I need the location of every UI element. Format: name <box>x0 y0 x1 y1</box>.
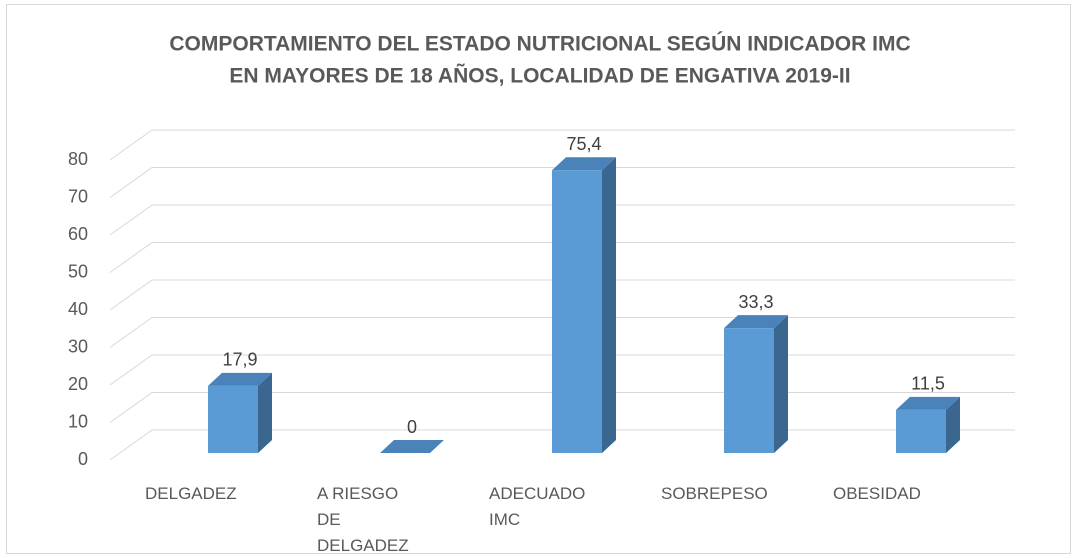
y-tick-label: 80 <box>68 149 88 169</box>
x-tick-label: SOBREPESO <box>661 484 768 503</box>
y-tick-label: 20 <box>68 374 88 394</box>
grid-line <box>109 279 1015 311</box>
bar <box>380 440 444 453</box>
grid-line <box>109 167 1015 198</box>
y-tick-label: 60 <box>68 224 88 244</box>
bar-top <box>724 315 788 329</box>
x-tick-label: OBESIDAD <box>833 484 921 503</box>
bar-front <box>896 409 946 453</box>
bar-side <box>774 315 788 453</box>
grid-line <box>109 204 1015 236</box>
data-label: 0 <box>407 417 417 437</box>
bar <box>896 396 960 453</box>
bar-front <box>724 328 774 453</box>
bar <box>552 157 616 453</box>
x-tick-label: ADECUADO IMC <box>489 484 586 529</box>
bar-top <box>896 396 960 410</box>
bar-side <box>602 157 616 453</box>
data-label: 75,4 <box>566 134 601 154</box>
bar-front <box>208 385 258 453</box>
bar <box>208 372 272 453</box>
y-tick-label: 30 <box>68 336 88 356</box>
data-label: 33,3 <box>738 292 773 312</box>
chart-title: EN MAYORES DE 18 AÑOS, LOCALIDAD DE ENGA… <box>229 65 850 88</box>
bar-side <box>946 396 960 453</box>
y-tick-label: 50 <box>68 261 88 281</box>
bar-side <box>258 372 272 453</box>
bar <box>724 315 788 453</box>
y-tick-label: 70 <box>68 186 88 206</box>
bar-top <box>552 157 616 171</box>
grid-line <box>109 129 1015 161</box>
y-tick-label: 10 <box>68 411 88 431</box>
data-label: 17,9 <box>222 350 257 370</box>
chart-title: COMPORTAMIENTO DEL ESTADO NUTRICIONAL SE… <box>169 32 910 56</box>
bar-front <box>552 170 602 453</box>
x-tick-label: DELGADEZ <box>145 484 237 503</box>
bar-top <box>208 372 272 386</box>
chart-frame <box>6 4 1071 554</box>
grid-line <box>109 242 1015 273</box>
x-tick-label: A RIESGO DE DELGADEZ <box>317 484 409 555</box>
bar-top <box>380 440 444 453</box>
y-tick-label: 40 <box>68 299 88 319</box>
data-label: 11,5 <box>911 374 945 394</box>
grid-line <box>109 317 1015 348</box>
y-tick-label: 0 <box>78 449 88 469</box>
